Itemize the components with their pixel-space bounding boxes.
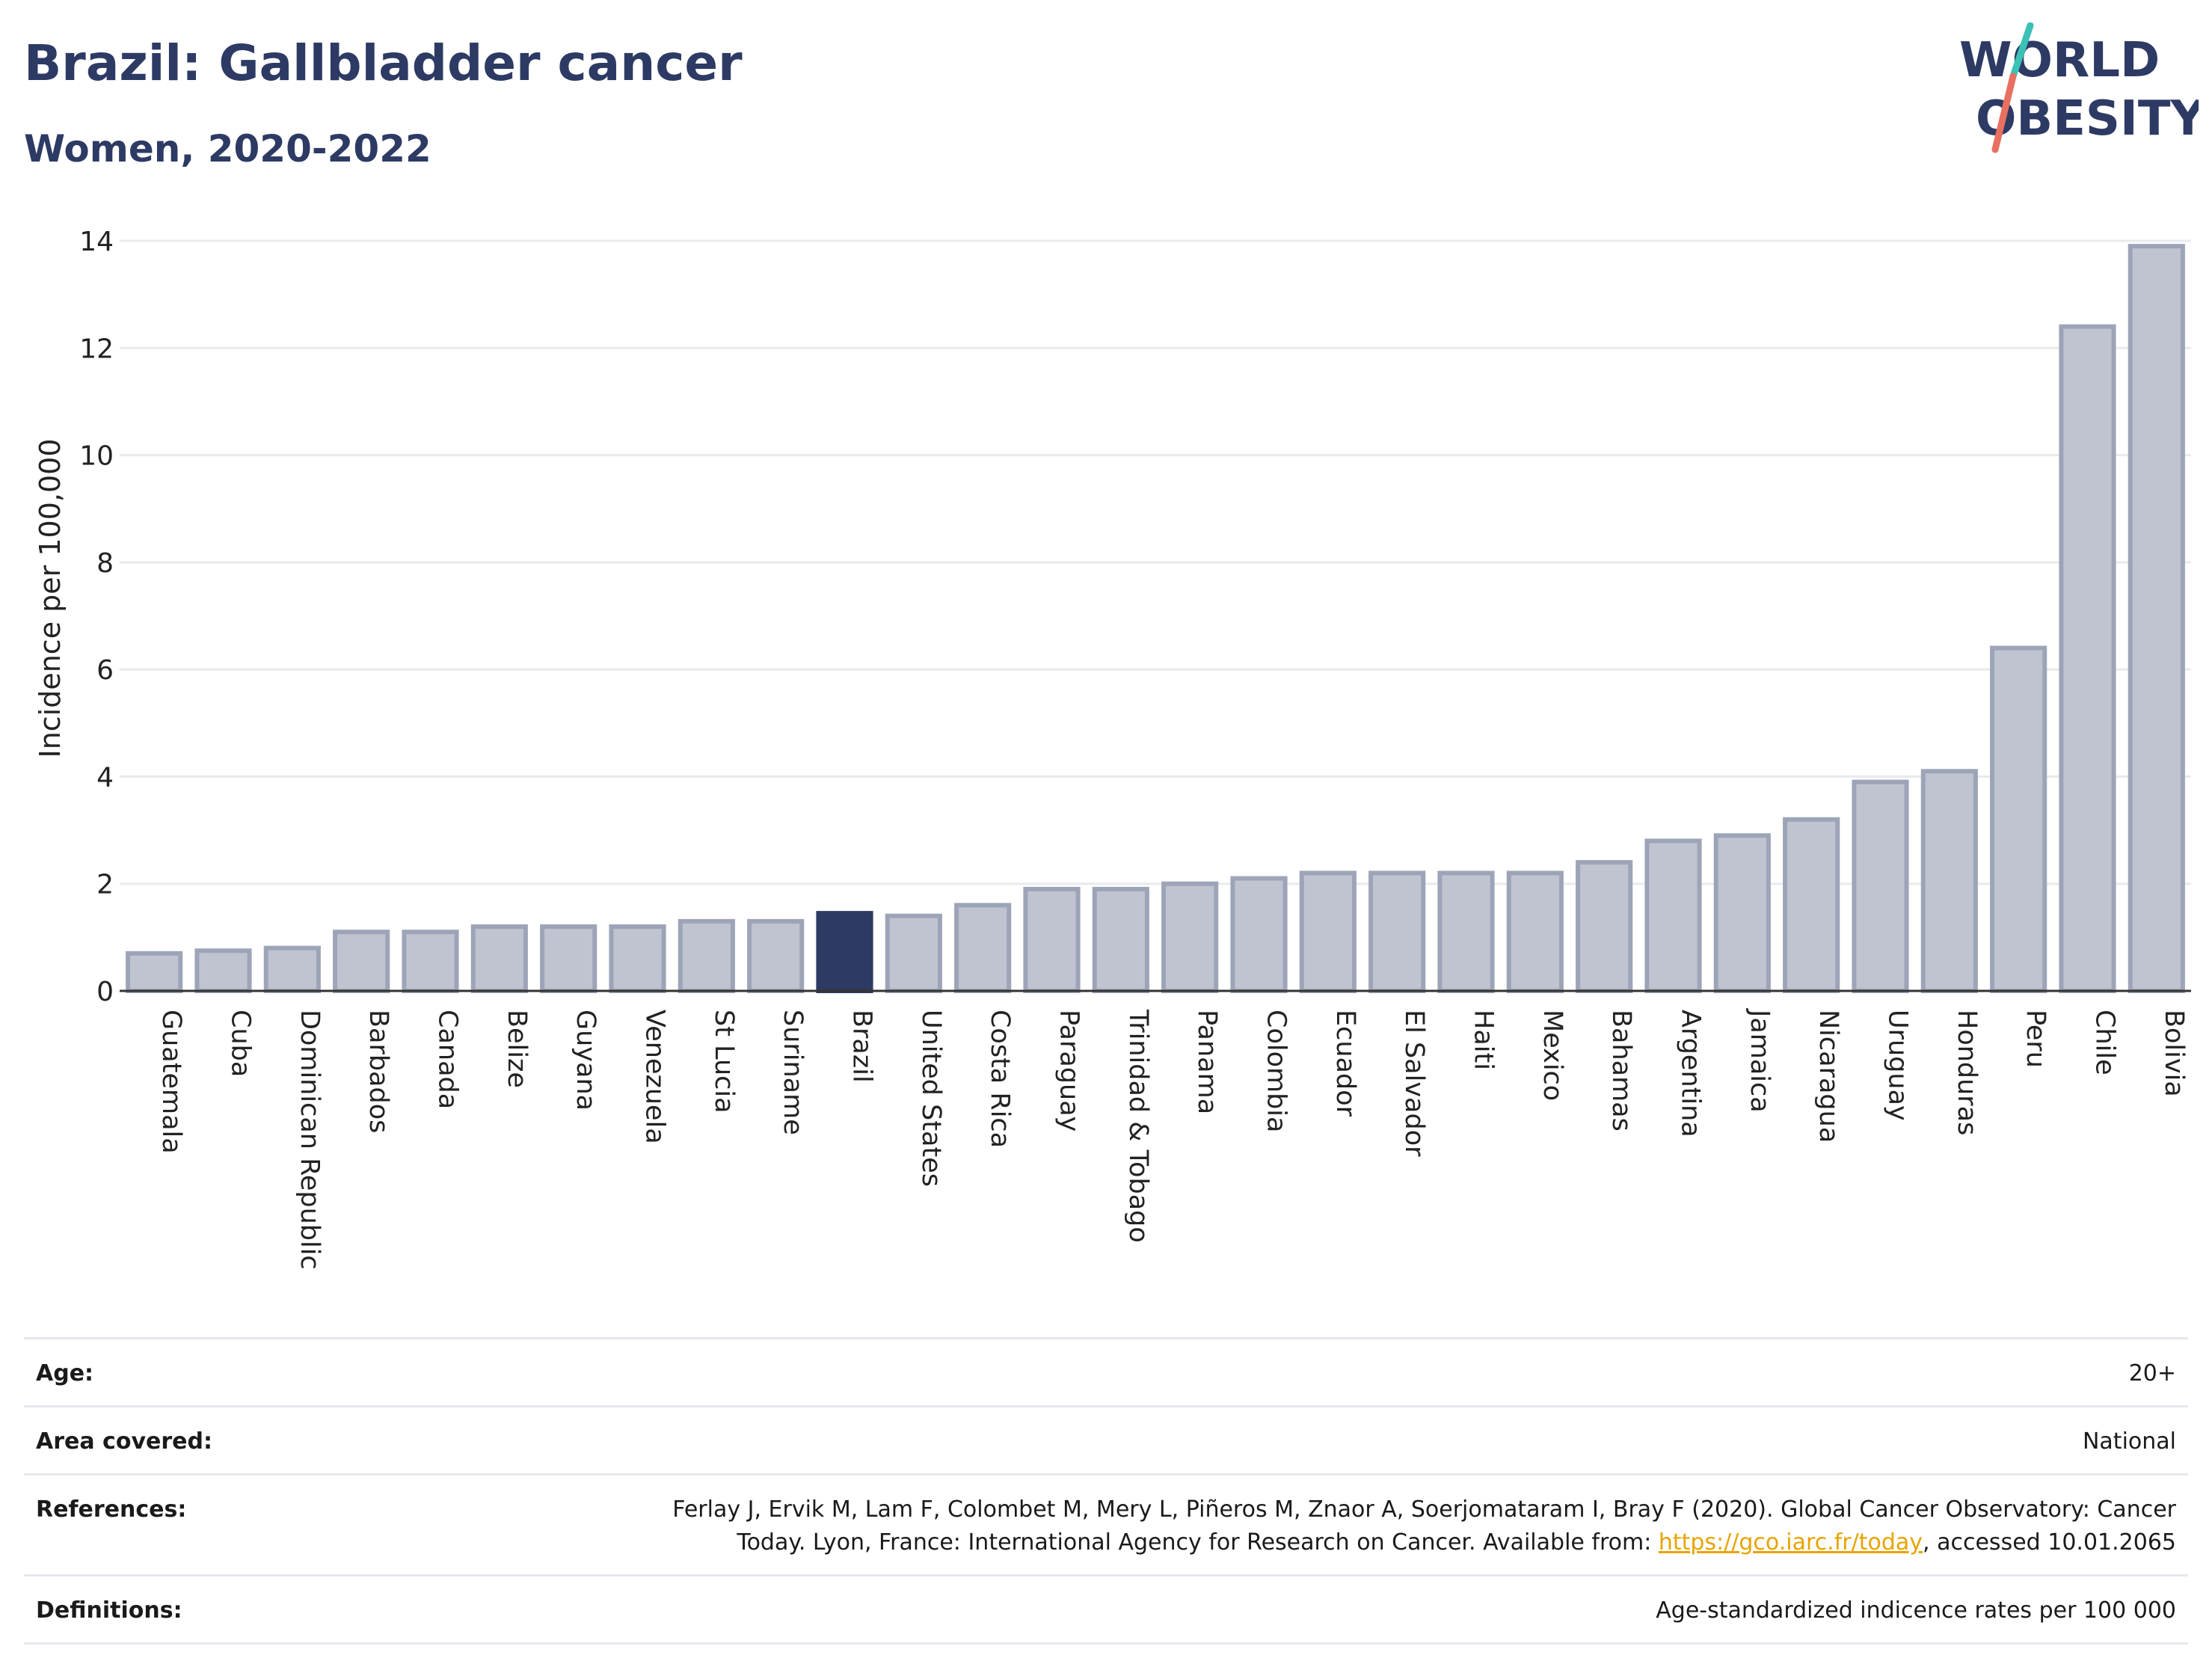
bar-trinidad-tobago bbox=[1092, 886, 1149, 993]
world-obesity-logo: WORLD OBESITY bbox=[1959, 22, 2199, 153]
x-tick-label: Bahamas bbox=[1606, 1010, 1636, 1132]
x-tick-label: Paraguay bbox=[1054, 1010, 1084, 1132]
bar-dominican-republic bbox=[263, 945, 321, 993]
page-subtitle: Women, 2020-2022 bbox=[24, 127, 431, 171]
references-value: Ferlay J, Ervik M, Lam F, Colombet M, Me… bbox=[672, 1493, 2176, 1559]
y-tick-label: 10 bbox=[79, 441, 114, 472]
x-tick-label: St Lucia bbox=[709, 1010, 739, 1114]
bar-chile bbox=[2059, 324, 2116, 993]
bar-argentina bbox=[1644, 838, 1702, 994]
x-tick-label: Bolivia bbox=[2159, 1010, 2189, 1097]
bar-el-salvador bbox=[1368, 871, 1426, 994]
x-tick-labels: Guatemala Cuba Dominican Republic Barbados C… bbox=[156, 1008, 2189, 1270]
bar-united-states bbox=[885, 913, 942, 993]
logo-slash-coral bbox=[1991, 73, 2017, 153]
bar-belize bbox=[470, 924, 528, 993]
x-tick-label: Peru bbox=[2021, 1010, 2050, 1068]
y-tick-label: 8 bbox=[96, 548, 114, 579]
bar-haiti bbox=[1437, 871, 1495, 994]
x-tick-label: Cuba bbox=[226, 1010, 256, 1077]
bar-jamaica bbox=[1713, 833, 1771, 993]
x-tick-label: Guyana bbox=[571, 1010, 600, 1111]
x-tick-label: Honduras bbox=[1952, 1010, 1982, 1135]
references-label: References: bbox=[36, 1496, 187, 1523]
x-tick-label: Suriname bbox=[778, 1010, 808, 1135]
bar-cuba bbox=[194, 948, 252, 993]
y-axis-label: Incidence per 100,000 bbox=[34, 438, 67, 758]
x-tick-label: Barbados bbox=[363, 1010, 393, 1133]
definitions-label: Definitions: bbox=[36, 1597, 182, 1624]
x-tick-label: Panama bbox=[1192, 1010, 1222, 1114]
metadata-table: Age: 20+ Area covered: National Referenc… bbox=[24, 1337, 2188, 1645]
area-value: National bbox=[2082, 1428, 2176, 1455]
x-tick-label: Jamaica bbox=[1745, 1008, 1775, 1113]
bar-barbados bbox=[333, 930, 390, 994]
x-tick-label: Costa Rica bbox=[985, 1010, 1015, 1148]
y-tick-label: 12 bbox=[79, 334, 114, 364]
area-label: Area covered: bbox=[36, 1428, 212, 1455]
x-tick-label: United States bbox=[916, 1010, 946, 1187]
logo-line1: WORLD bbox=[1959, 33, 2160, 88]
logo-line2: OBESITY bbox=[1976, 91, 2199, 147]
meta-row-age: Age: 20+ bbox=[24, 1337, 2188, 1405]
bar-guyana bbox=[540, 924, 597, 993]
bar-venezuela bbox=[609, 924, 666, 993]
x-tick-label: Venezuela bbox=[640, 1010, 670, 1144]
bar-brazil bbox=[816, 911, 873, 993]
x-tick-label: Chile bbox=[2090, 1010, 2120, 1075]
x-tick-label: Canada bbox=[433, 1010, 463, 1109]
bar-paraguay bbox=[1023, 886, 1081, 993]
meta-row-definitions: Definitions: Age-standardized indicence … bbox=[24, 1574, 2188, 1645]
age-value: 20+ bbox=[2128, 1360, 2176, 1387]
x-tick-label: Argentina bbox=[1676, 1010, 1706, 1137]
y-tick-label: 4 bbox=[96, 762, 114, 793]
logo-slash-teal bbox=[2009, 22, 2034, 80]
y-tick-label: 6 bbox=[96, 655, 114, 686]
y-tick-label: 2 bbox=[96, 870, 114, 900]
references-line2-post: , accessed 10.01.2065 bbox=[1923, 1529, 2176, 1556]
bar-uruguay bbox=[1852, 779, 1909, 994]
references-link[interactable]: https://gco.iarc.fr/today bbox=[1658, 1529, 1923, 1556]
bars bbox=[126, 244, 2185, 994]
y-tick-label: 14 bbox=[79, 227, 114, 257]
bar-canada bbox=[402, 930, 459, 994]
y-tick-label: 0 bbox=[96, 977, 114, 1007]
y-tick-labels: 0 2 4 6 8 10 12 14 bbox=[79, 227, 114, 1007]
references-line1: Ferlay J, Ervik M, Lam F, Colombet M, Me… bbox=[672, 1496, 2176, 1523]
bar-costa-rica bbox=[954, 903, 1012, 994]
bar-mexico bbox=[1506, 871, 1564, 994]
definitions-value: Age-standardized indicence rates per 100… bbox=[1656, 1597, 2176, 1624]
x-tick-label: Uruguay bbox=[1883, 1010, 1913, 1121]
bar-chart: 0 2 4 6 8 10 12 14 Guatemala Cuba Dominican Repub… bbox=[34, 227, 2191, 1270]
x-tick-label: Ecuador bbox=[1330, 1010, 1360, 1117]
bar-ecuador bbox=[1299, 871, 1357, 994]
bar-nicaragua bbox=[1783, 817, 1840, 993]
age-label: Age: bbox=[36, 1360, 94, 1387]
bar-bahamas bbox=[1576, 860, 1633, 993]
x-tick-label: El Salvador bbox=[1399, 1010, 1429, 1157]
bar-st-lucia bbox=[678, 918, 735, 993]
x-tick-label: Belize bbox=[502, 1010, 532, 1088]
x-tick-label: Colombia bbox=[1262, 1010, 1291, 1132]
bar-colombia bbox=[1230, 876, 1288, 994]
bar-suriname bbox=[747, 918, 805, 993]
meta-row-area: Area covered: National bbox=[24, 1405, 2188, 1473]
bar-honduras bbox=[1920, 769, 1978, 993]
page-title: Brazil: Gallbladder cancer bbox=[24, 34, 743, 92]
x-tick-label: Nicaragua bbox=[1813, 1010, 1843, 1143]
bar-bolivia bbox=[2127, 244, 2185, 993]
x-tick-label: Haiti bbox=[1469, 1010, 1499, 1070]
x-tick-label: Trinidad & Tobago bbox=[1123, 1009, 1153, 1243]
bar-guatemala bbox=[126, 951, 183, 993]
meta-row-references: References: Ferlay J, Ervik M, Lam F, Co… bbox=[24, 1473, 2188, 1574]
x-tick-label: Dominican Republic bbox=[295, 1010, 325, 1270]
references-line2-pre: Today. Lyon, France: International Agenc… bbox=[737, 1529, 1659, 1556]
bar-peru bbox=[1990, 645, 2047, 993]
x-tick-label: Mexico bbox=[1537, 1010, 1567, 1101]
bar-panama bbox=[1161, 881, 1219, 993]
x-tick-label: Guatemala bbox=[156, 1010, 186, 1154]
x-tick-label: Brazil bbox=[847, 1010, 877, 1083]
